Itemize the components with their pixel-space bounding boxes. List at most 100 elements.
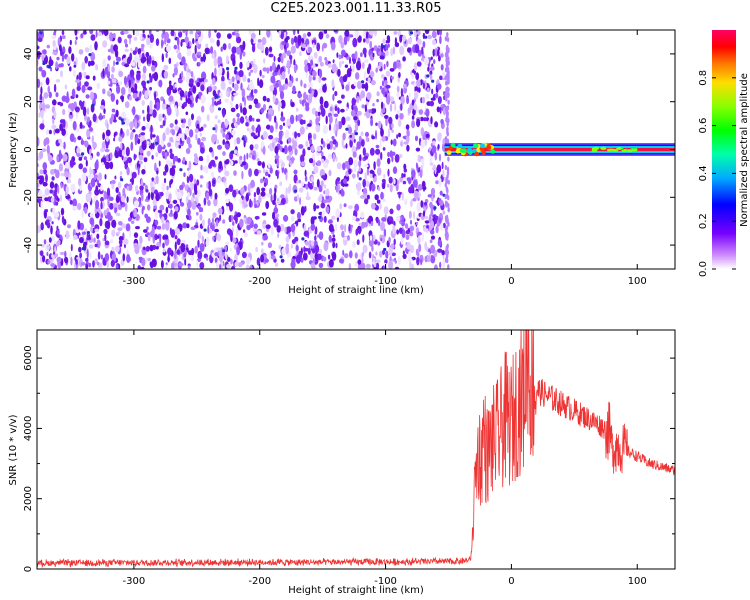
- spectrogram-noise-blob: [265, 200, 270, 210]
- spectrogram-noise-blob: [113, 253, 117, 263]
- spectrogram-noise-blob: [364, 198, 369, 205]
- spectrogram-noise-blob: [115, 99, 119, 105]
- spectrogram-noise-blob: [380, 101, 384, 110]
- spectrogram-noise-blob: [239, 116, 245, 124]
- spectrogram-noise-blob: [192, 56, 197, 62]
- spectrogram-noise-speck: [212, 127, 216, 131]
- spectrogram-noise-blob: [421, 46, 424, 55]
- spectrogram-noise-blob: [403, 83, 407, 89]
- spectrogram-noise-blob: [97, 32, 103, 37]
- spectrogram-noise-blob: [199, 242, 205, 252]
- snr-x-ticks: -300 -200 -100 0 100: [123, 330, 647, 587]
- spectrogram-noise-blob: [424, 220, 430, 224]
- spectrogram-noise-blob: [204, 47, 210, 55]
- spectrogram-noise-blob: [310, 223, 316, 231]
- spectrogram-noise-blob: [296, 194, 300, 202]
- spectrogram-noise-blob: [111, 246, 115, 252]
- spectrogram-noise-speck: [241, 137, 245, 141]
- spectrogram-noise-blob: [280, 194, 285, 199]
- spectrogram-noise-blob: [437, 239, 442, 247]
- spectrogram-noise-blob: [434, 121, 439, 128]
- spectrogram-noise-blob: [37, 45, 40, 50]
- spectrogram-noise-blob: [261, 187, 266, 192]
- spectrogram-noise-blob: [150, 124, 153, 134]
- spectrogram-noise-blob: [38, 189, 43, 199]
- spectrogram-noise-blob: [239, 61, 243, 69]
- spectrogram-noise-blob: [37, 182, 40, 188]
- spectrogram-noise-blob: [430, 97, 436, 101]
- spectrogram-noise-blob: [100, 201, 103, 210]
- spectrogram-noise-blob: [69, 199, 73, 205]
- spectrogram-noise-blob: [120, 127, 123, 135]
- spectrogram-noise-speck: [120, 118, 124, 122]
- spectrogram-noise-blob: [284, 226, 287, 234]
- spectrogram-noise-blob: [132, 106, 136, 116]
- spectrogram-noise-blob: [99, 112, 102, 121]
- spectrogram-band-blob: [600, 146, 607, 150]
- snr-series-line: [37, 330, 675, 569]
- spectrogram-noise-blob: [376, 65, 381, 70]
- spectrogram-noise-blob: [402, 180, 407, 185]
- spectrogram-noise-blob: [326, 198, 332, 203]
- spectrogram-noise-blob: [110, 161, 113, 170]
- spectrogram-noise-blob: [251, 44, 256, 53]
- spectrogram-noise-blob: [279, 90, 285, 100]
- spectrogram-noise-blob: [70, 243, 73, 252]
- spectrogram-noise-blob: [253, 63, 258, 74]
- spectrogram-noise-blob: [139, 185, 144, 191]
- spectrogram-noise-blob: [398, 191, 401, 199]
- spectrogram-noise-blob: [199, 213, 203, 221]
- spectrogram-noise-blob: [200, 56, 204, 62]
- spectrogram-noise-blob: [299, 51, 302, 57]
- spectrogram-noise-blob: [396, 229, 399, 235]
- spectrogram-noise-blob: [95, 159, 99, 167]
- spectrogram-noise-blob: [178, 31, 183, 38]
- spectrogram-band-blob: [621, 149, 628, 153]
- spectrogram-noise-blob: [381, 108, 386, 114]
- spectrogram-noise-blob: [41, 244, 45, 248]
- spectrogram-noise-blob: [141, 100, 145, 106]
- spectrogram-noise-blob: [429, 155, 433, 163]
- spectrogram-band-blob: [616, 147, 623, 150]
- spectrogram-noise-blob: [68, 46, 72, 54]
- spectrogram-noise-speck: [433, 206, 437, 210]
- spectrogram-noise-blob: [430, 56, 433, 60]
- spectrogram-noise-blob: [159, 204, 165, 211]
- spectrogram-noise-blob: [140, 266, 145, 269]
- spectrogram-noise-blob: [273, 218, 278, 228]
- spectrogram-noise-blob: [265, 224, 271, 229]
- spectrogram-noise-blob: [416, 221, 418, 226]
- spectrogram-noise-blob: [83, 140, 89, 146]
- spectrogram-noise-blob: [76, 153, 81, 157]
- spectrogram-noise-blob: [422, 225, 427, 232]
- spectrogram-noise-blob: [150, 190, 154, 201]
- spectrogram-noise-blob: [295, 77, 299, 82]
- spectrogram-noise-blob: [46, 221, 51, 229]
- spectrogram-noise-blob: [242, 51, 246, 57]
- spectrogram-noise-blob: [224, 160, 230, 165]
- spectrogram-noise-blob: [187, 215, 192, 221]
- spectrogram-noise-blob: [400, 87, 403, 97]
- spectrogram-noise-blob: [144, 90, 149, 100]
- spectrogram-noise-blob: [79, 237, 84, 244]
- spectrogram-noise-blob: [314, 252, 319, 261]
- spectrogram-noise-blob: [103, 30, 109, 36]
- spectrogram-noise-blob: [183, 172, 186, 177]
- spectrogram-noise-blob: [200, 147, 205, 154]
- colorbar-tick-label: 0.0: [698, 261, 709, 277]
- spectrogram-noise-blob: [46, 252, 49, 256]
- spectrogram-noise-blob: [262, 95, 267, 102]
- spectrogram-noise-blob: [302, 148, 306, 157]
- spectrogram-noise-blob: [387, 128, 391, 138]
- spectrogram-noise-edge: [446, 233, 449, 239]
- spectrogram-noise-blob: [227, 257, 231, 262]
- colorbar: 0.00.20.40.60.8 Normalized spectral ampl…: [698, 30, 750, 277]
- spectrogram-noise-blob: [211, 97, 215, 107]
- spectrogram-noise-blob: [425, 93, 430, 100]
- spectrogram-band-blob: [455, 149, 461, 154]
- spectrogram-noise-blob: [405, 124, 410, 130]
- spectrogram-noise-blob: [429, 214, 432, 223]
- spectrogram-noise-blob: [233, 69, 237, 75]
- spectrogram-noise-blob: [207, 224, 210, 234]
